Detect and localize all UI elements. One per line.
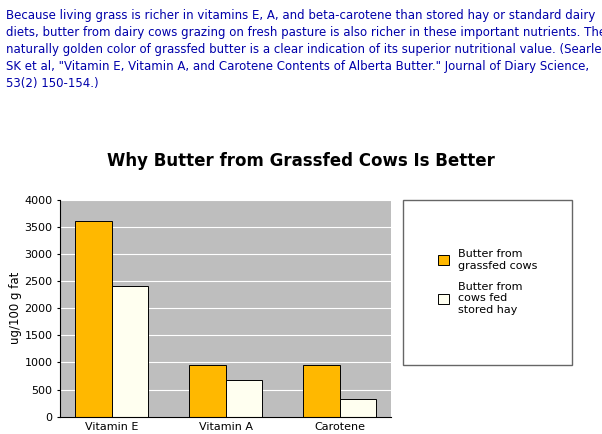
Bar (226, 380, 262, 417)
Legend: Butter from
grassfed cows, Butter from
cows fed
stored hay: Butter from grassfed cows, Butter from c… (435, 246, 541, 319)
Bar (112, 286, 148, 417)
Text: Why Butter from Grassfed Cows Is Better: Why Butter from Grassfed Cows Is Better (107, 151, 495, 170)
Text: Because living grass is richer in vitamins E, A, and beta-carotene than stored h: Because living grass is richer in vitami… (6, 9, 602, 90)
Bar (189, 365, 226, 417)
Bar (303, 365, 340, 417)
Y-axis label: ug/100 g fat: ug/100 g fat (8, 272, 22, 344)
Bar (75, 221, 112, 417)
Bar (340, 399, 376, 417)
FancyBboxPatch shape (403, 200, 572, 365)
